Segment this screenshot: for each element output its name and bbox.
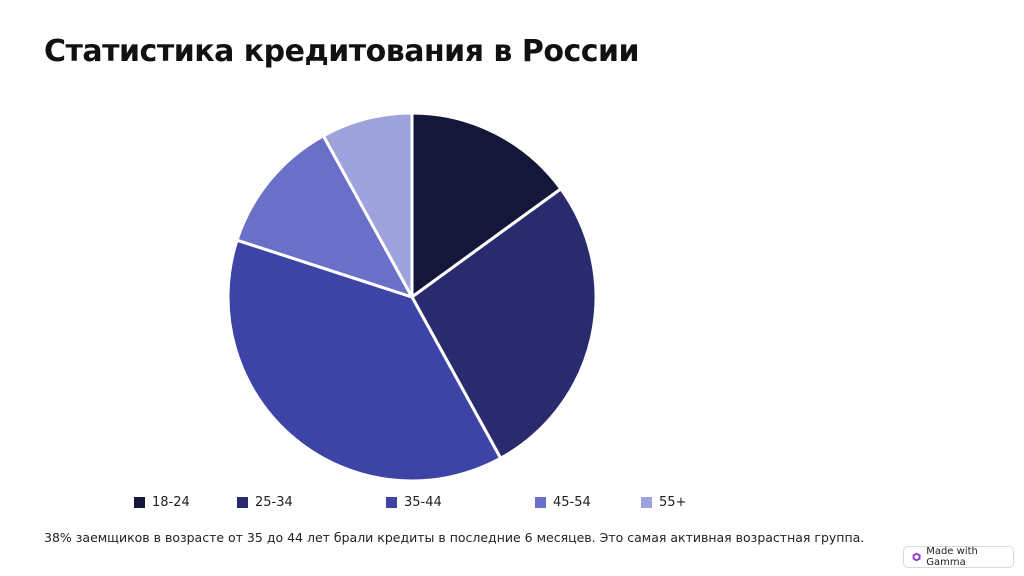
legend-label: 18-24 (152, 495, 190, 510)
legend-label: 55+ (659, 495, 687, 510)
legend-swatch (134, 497, 145, 508)
legend-label: 25-34 (255, 495, 293, 510)
pie-slice-35-44 (226, 238, 503, 483)
legend-label: 35-44 (404, 495, 442, 510)
pie-slice-45-54 (235, 134, 414, 299)
legend-item-55-plus: 55+ (641, 495, 686, 510)
legend-item-25-34: 25-34 (237, 495, 293, 510)
legend-swatch (535, 497, 546, 508)
legend-swatch (641, 497, 652, 508)
pie-slice-55-plus (321, 111, 414, 299)
legend-item-45-54: 45-54 (535, 495, 591, 510)
chart-legend: 18-24 25-34 35-44 45-54 55+ (0, 495, 1024, 515)
legend-label: 45-54 (553, 495, 591, 510)
legend-item-18-24: 18-24 (134, 495, 190, 510)
pie-slice-25-34 (410, 187, 598, 460)
chart-caption: 38% заемщиков в возрасте от 35 до 44 лет… (44, 530, 865, 545)
legend-swatch (237, 497, 248, 508)
legend-item-35-44: 35-44 (386, 495, 442, 510)
pie-slice-18-24 (410, 111, 563, 299)
legend-swatch (386, 497, 397, 508)
badge-label: Made with Gamma (926, 546, 978, 568)
page-title: Статистика кредитования в России (44, 34, 640, 69)
gamma-logo-icon (912, 552, 921, 562)
made-with-gamma-badge[interactable]: Made with Gamma (903, 546, 1014, 568)
